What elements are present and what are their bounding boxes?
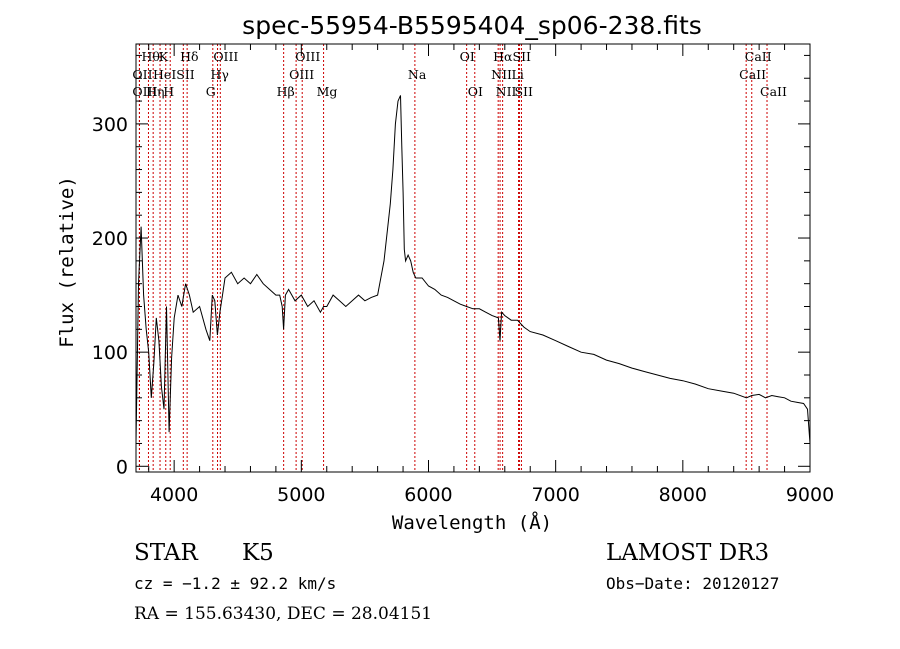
line-marker-label: Li — [512, 67, 524, 82]
y-tick-label: 100 — [92, 342, 128, 364]
observation-date: Obs−Date: 20120127 — [606, 574, 779, 593]
x-tick-label: 7000 — [531, 484, 579, 506]
line-marker-label: H — [163, 84, 174, 99]
line-marker-label: CaII — [760, 84, 787, 99]
line-marker-label: SII — [514, 84, 533, 99]
x-axis-ticks: 4000 5000 6000 7000 8000 9000 — [148, 44, 834, 506]
redshift-cz: cz = −1.2 ± 92.2 km/s — [134, 574, 336, 593]
y-tick-label: 200 — [92, 228, 128, 250]
object-class: STAR — [134, 540, 198, 566]
chart-title: spec-55954-B5595404_sp06-238.fits — [242, 11, 702, 40]
line-marker-label: NII — [496, 84, 517, 99]
line-marker-label: OIII — [289, 67, 314, 82]
emission-line-markers — [138, 44, 768, 472]
line-marker-label: Mg — [317, 84, 338, 99]
line-marker-label: OI — [468, 84, 483, 99]
x-tick-label: 6000 — [404, 484, 452, 506]
y-tick-label: 0 — [116, 456, 128, 478]
line-marker-label: OIII — [132, 84, 157, 99]
line-marker-label: OIII — [295, 49, 320, 64]
line-marker-label: Hθ — [141, 49, 159, 64]
y-axis-ticks: 0 100 200 300 — [92, 54, 810, 478]
line-marker-label: SII — [513, 49, 532, 64]
x-tick-label: 4000 — [150, 484, 198, 506]
line-marker-label: NII — [491, 67, 512, 82]
x-tick-label: 8000 — [659, 484, 707, 506]
line-marker-label: Hα — [493, 49, 513, 64]
line-marker-label: G — [206, 84, 216, 99]
spectrum-line — [135, 95, 811, 444]
x-tick-label: 9000 — [786, 484, 834, 506]
line-marker-label: Na — [408, 67, 427, 82]
line-marker-label: OI — [460, 49, 475, 64]
line-marker-label: OII — [132, 67, 152, 82]
y-tick-label: 300 — [92, 114, 128, 136]
line-marker-label: CaII — [745, 49, 772, 64]
survey-name: LAMOST DR3 — [606, 540, 769, 566]
x-axis-label: Wavelength (Å) — [392, 511, 552, 534]
line-marker-label: Hγ — [211, 67, 229, 82]
line-marker-label: Hδ — [180, 49, 198, 64]
x-tick-label: 5000 — [277, 484, 325, 506]
line-marker-label: Hβ — [277, 84, 295, 99]
line-marker-label: CaII — [739, 67, 766, 82]
line-marker-label: Hη — [146, 84, 164, 99]
line-marker-label: HeI — [153, 67, 176, 82]
line-marker-label: SII — [176, 67, 195, 82]
line-marker-label: K — [159, 49, 169, 64]
sky-coordinates: RA = 155.63430, DEC = 28.04151 — [134, 604, 432, 624]
object-subclass: K5 — [242, 540, 274, 566]
line-marker-label: OIII — [213, 49, 238, 64]
plot-frame — [135, 43, 811, 473]
y-axis-label: Flux (relative) — [56, 176, 78, 348]
spectrum-info: STAR K5 LAMOST DR3 cz = −1.2 ± 92.2 km/s… — [134, 540, 779, 624]
